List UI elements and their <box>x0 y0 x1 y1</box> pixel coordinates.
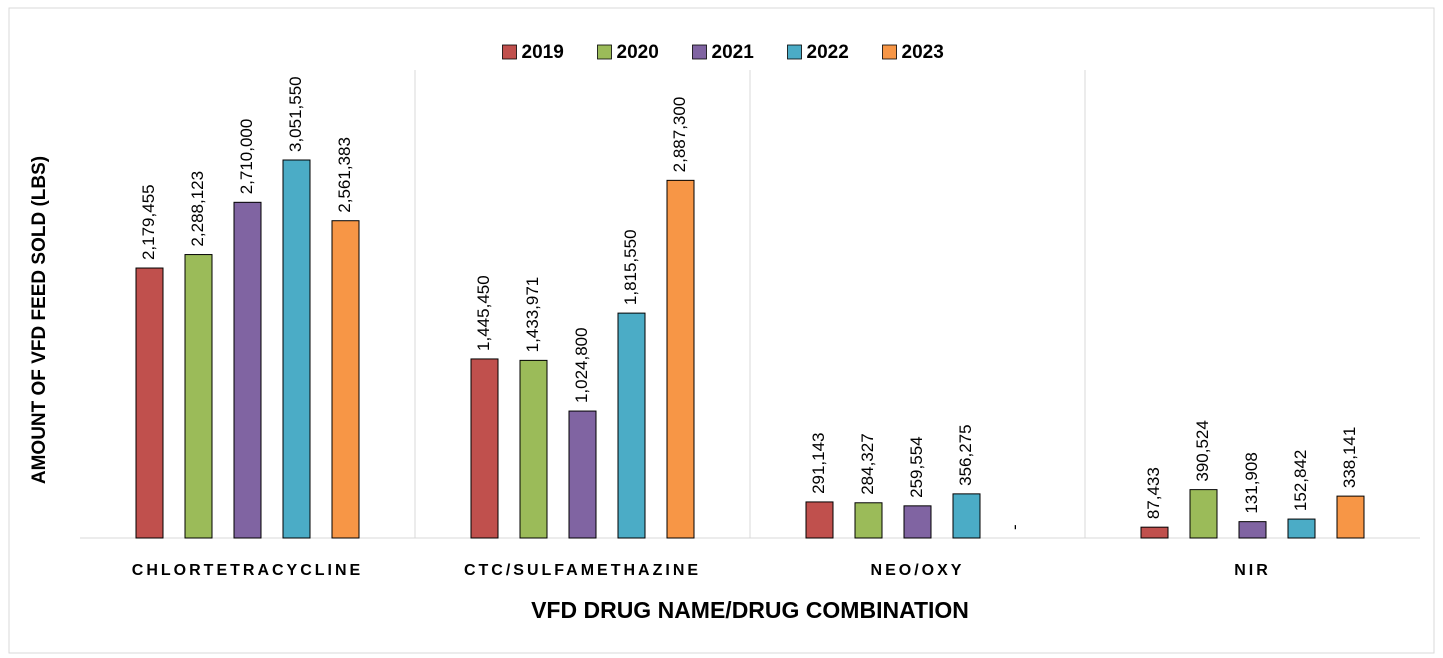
bar <box>331 220 360 539</box>
data-label: 2,288,123 <box>188 171 207 247</box>
bar <box>233 201 262 539</box>
bar <box>1287 518 1316 539</box>
legend-label: 2022 <box>807 42 849 63</box>
y-axis-title: AMOUNT OF VFD FEED SOLD (LBS) <box>29 156 50 484</box>
bar <box>135 267 164 539</box>
bar <box>1238 521 1267 539</box>
bar <box>1336 495 1365 539</box>
data-label: 390,524 <box>1193 420 1212 481</box>
data-label: 1,433,971 <box>523 277 542 353</box>
legend-label: 2020 <box>617 42 659 63</box>
x-axis-title: VFD DRUG NAME/DRUG COMBINATION <box>531 597 969 623</box>
bar <box>1140 526 1169 539</box>
data-label: 259,554 <box>907 436 926 497</box>
data-label: 338,141 <box>1340 427 1359 488</box>
bar <box>282 159 311 539</box>
data-label: 2,887,300 <box>670 97 689 173</box>
data-label: 2,561,383 <box>335 137 354 213</box>
legend-label: 2023 <box>902 42 944 63</box>
chart-border <box>8 7 1435 654</box>
data-label: - <box>1005 524 1024 530</box>
bar <box>1189 489 1218 539</box>
legend-swatch <box>787 44 802 60</box>
legend-label: 2021 <box>712 42 755 63</box>
bar <box>854 502 883 539</box>
legend-swatch <box>882 44 897 60</box>
data-label: 1,024,800 <box>572 327 591 403</box>
data-label: 2,179,455 <box>139 184 158 260</box>
x-tick-label: CTC/SULFAMETHAZINE <box>464 562 701 579</box>
bar <box>952 493 981 539</box>
data-label: 131,908 <box>1242 452 1261 513</box>
data-label: 291,143 <box>809 432 828 493</box>
x-tick-label: NEO/OXY <box>871 562 965 579</box>
data-label: 284,327 <box>858 433 877 494</box>
bar <box>805 501 834 539</box>
data-label: 1,445,450 <box>474 275 493 351</box>
bar <box>903 505 932 539</box>
legend-swatch <box>597 44 612 60</box>
data-label: 356,275 <box>956 424 975 485</box>
data-label: 2,710,000 <box>237 119 256 195</box>
legend-swatch <box>692 44 707 60</box>
bar <box>568 410 597 539</box>
bar <box>666 179 695 539</box>
bar <box>617 312 646 539</box>
x-tick-label: CHLORTETRACYCLINE <box>132 562 363 579</box>
x-tick-label: NIR <box>1234 562 1271 579</box>
bar <box>470 358 499 539</box>
bar <box>184 254 213 539</box>
data-label: 1,815,550 <box>621 229 640 305</box>
legend-swatch <box>502 44 517 60</box>
legend-label: 2019 <box>522 42 564 63</box>
data-label: 3,051,550 <box>286 76 305 152</box>
data-label: 152,842 <box>1291 450 1310 511</box>
bar <box>519 359 548 539</box>
data-label: 87,433 <box>1144 467 1163 519</box>
